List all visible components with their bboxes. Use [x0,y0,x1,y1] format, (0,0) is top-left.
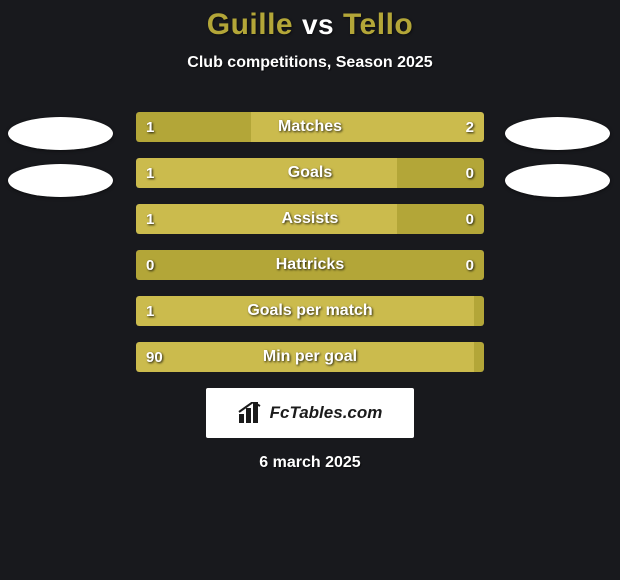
stat-fill-right [397,204,484,234]
stat-fill-right [397,158,484,188]
stat-row: 12Matches [136,112,484,142]
date-label: 6 march 2025 [0,454,620,472]
stat-fill-left [136,342,474,372]
stat-bars: 12Matches 10Goals 10Assists 00Hattricks 1Goa… [136,112,484,372]
title-vs: vs [302,9,334,40]
stat-fill-right [474,296,484,326]
stat-fill-left [136,204,397,234]
stat-fill-left [136,250,310,280]
stat-fill-right [310,250,484,280]
subtitle: Club competitions, Season 2025 [0,54,620,72]
footer-brand-text: FcTables.com [270,403,383,423]
bars-chart-icon [238,402,264,424]
title-player1: Guille [207,8,293,41]
title-player2: Tello [343,8,413,41]
stat-row: 90Min per goal [136,342,484,372]
player2-logo-row1 [505,117,610,150]
stat-fill-left [136,158,397,188]
footer-branding: FcTables.com [206,388,414,438]
player1-logo-row1 [8,117,113,150]
stat-row: 10Assists [136,204,484,234]
player2-logo-row2 [505,164,610,197]
stat-fill-left [136,296,474,326]
stat-row: 1Goals per match [136,296,484,326]
stats-arena: 12Matches 10Goals 10Assists 00Hattricks 1Goa… [0,112,620,372]
stat-fill-left [136,112,251,142]
stat-fill-right [474,342,484,372]
player1-logo-row2 [8,164,113,197]
stat-row: 00Hattricks [136,250,484,280]
page-title: Guille vs Tello [0,0,620,42]
stat-fill-right [251,112,484,142]
stat-row: 10Goals [136,158,484,188]
